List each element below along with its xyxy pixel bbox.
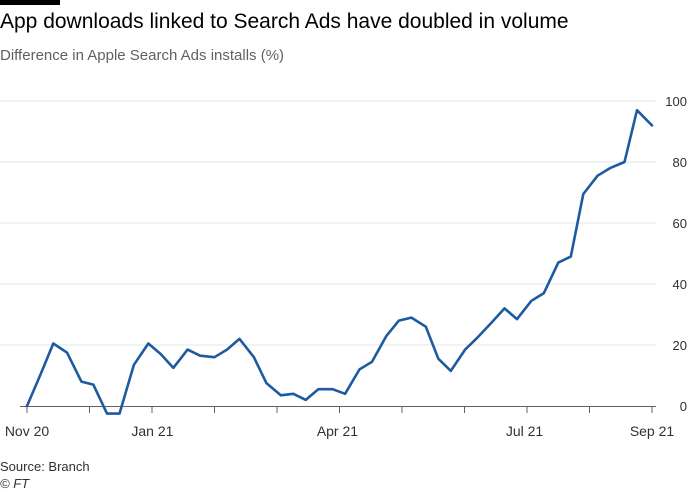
y-tick-label-80: 80 (673, 155, 687, 170)
y-tick-label-60: 60 (673, 216, 687, 231)
y-tick-label-20: 20 (673, 338, 687, 353)
source-note: Source: Branch (0, 459, 90, 474)
ft-brand-bar (0, 0, 60, 5)
y-tick-label-40: 40 (673, 277, 687, 292)
y-tick-label-0: 0 (680, 399, 687, 414)
y-axis-tick-labels: 0 20 40 60 80 100 (665, 94, 687, 414)
chart-subtitle: Difference in Apple Search Ads installs … (0, 47, 285, 64)
gridlines (0, 100, 656, 346)
y-tick-label-100: 100 (665, 94, 687, 109)
x-tick-label-4: Sep 21 (630, 423, 675, 439)
series-line-0 (25, 108, 654, 415)
x-axis (20, 406, 656, 413)
series-group (25, 108, 654, 415)
x-axis-tick-labels: Nov 20 Jan 21 Apr 21 Jul 21 Sep 21 (5, 423, 675, 439)
ft-credit: © FT (0, 476, 30, 491)
x-tick-label-2: Apr 21 (317, 423, 358, 439)
chart-title: App downloads linked to Search Ads have … (0, 10, 569, 33)
x-tick-label-3: Jul 21 (506, 423, 544, 439)
x-tick-label-0: Nov 20 (5, 423, 50, 439)
x-tick-label-1: Jan 21 (131, 423, 173, 439)
